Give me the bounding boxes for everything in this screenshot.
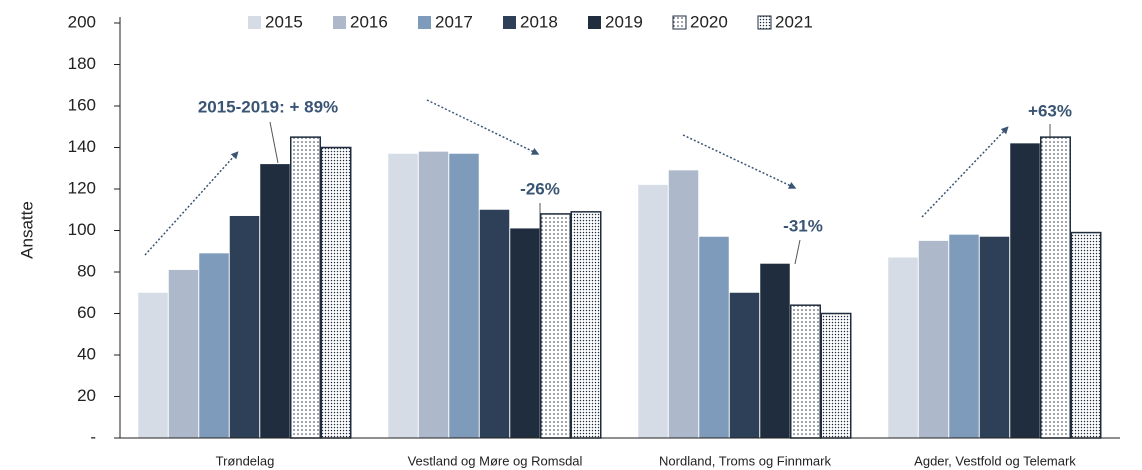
legend-label: 2017 (435, 12, 473, 31)
trend-arrow (682, 134, 797, 189)
bar (570, 211, 602, 439)
annotation: +63% (1028, 101, 1072, 120)
x-tick-label: Nordland, Troms og Finnmark (659, 453, 831, 468)
leader-line (794, 239, 801, 265)
legend-swatch (588, 16, 601, 29)
bar (760, 263, 790, 438)
trend-arrow (921, 126, 1009, 218)
legend-swatch (418, 16, 431, 29)
legend-label: 2019 (605, 12, 643, 31)
legend-swatch (503, 16, 516, 29)
bar (290, 136, 321, 439)
legend-swatch (672, 15, 687, 30)
y-tick-label: 160 (68, 95, 96, 114)
legend-label: 2018 (520, 12, 558, 31)
bar (418, 151, 449, 438)
legend-swatch (248, 16, 261, 29)
bar (199, 253, 229, 438)
trend-arrows (144, 99, 1009, 256)
annotation: -26% (520, 179, 560, 198)
bar (1010, 143, 1040, 438)
bar (320, 146, 352, 439)
bar (668, 170, 699, 438)
x-tick-label: Agder, Vestfold og Telemark (914, 453, 1076, 468)
legend-label: 2020 (690, 12, 728, 31)
bar (729, 292, 760, 438)
x-tick-label: Trøndelag (216, 453, 275, 468)
bar (138, 292, 168, 438)
y-tick-label: 40 (77, 344, 96, 363)
y-tick-label: - (90, 427, 96, 446)
trend-arrow (144, 151, 239, 256)
y-axis-label: Ansatte (17, 201, 36, 259)
trend-arrow (426, 99, 540, 155)
bar (888, 257, 918, 438)
bar (820, 312, 852, 439)
bar (1040, 136, 1071, 439)
y-tick-label: 200 (68, 12, 96, 31)
bar (540, 213, 571, 439)
bar (979, 236, 1010, 438)
bar (699, 236, 729, 438)
y-tick-label: 20 (77, 386, 96, 405)
bar (388, 153, 418, 438)
bar (638, 184, 668, 438)
leader-line (269, 121, 279, 164)
bar (479, 209, 510, 438)
bar (1070, 231, 1102, 439)
y-tick-label: 180 (68, 54, 96, 73)
y-tick-label: 100 (68, 220, 96, 239)
legend-label: 2015 (265, 12, 303, 31)
legend-label: 2021 (775, 12, 813, 31)
bar (918, 240, 949, 438)
bar (449, 153, 479, 438)
legend-swatch (333, 16, 346, 29)
legend-label: 2016 (350, 12, 388, 31)
bar (510, 228, 540, 438)
annotation: -31% (783, 216, 823, 235)
y-tick-label: 140 (68, 137, 96, 156)
annotation: 2015-2019: + 89% (198, 97, 338, 116)
bar (229, 215, 260, 438)
bar (790, 304, 821, 439)
bar (168, 269, 199, 438)
x-tick-label: Vestland og Møre og Romsdal (408, 453, 583, 468)
bar (260, 164, 290, 438)
y-tick-label: 120 (68, 178, 96, 197)
bar (949, 234, 979, 438)
y-tick-label: 60 (77, 303, 96, 322)
y-tick-label: 80 (77, 261, 96, 280)
legend-swatch (757, 15, 772, 30)
